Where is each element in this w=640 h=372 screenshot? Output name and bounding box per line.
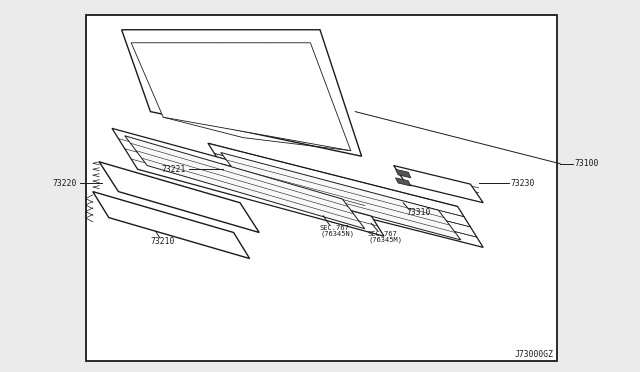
- Text: (76345M): (76345M): [368, 236, 402, 243]
- Polygon shape: [131, 43, 351, 151]
- Text: 73100: 73100: [574, 159, 598, 168]
- Text: 73230: 73230: [510, 179, 534, 188]
- Text: (76345N): (76345N): [320, 231, 354, 237]
- Polygon shape: [394, 166, 483, 203]
- Polygon shape: [396, 178, 411, 186]
- Text: 73220: 73220: [52, 179, 77, 188]
- Polygon shape: [93, 192, 250, 259]
- Polygon shape: [112, 128, 384, 236]
- Polygon shape: [396, 169, 411, 178]
- Polygon shape: [86, 15, 557, 361]
- Text: 73310: 73310: [406, 208, 431, 217]
- Text: 73210: 73210: [150, 237, 175, 246]
- Text: 73221: 73221: [161, 165, 186, 174]
- Polygon shape: [99, 162, 259, 232]
- Text: J73000GZ: J73000GZ: [515, 350, 554, 359]
- Polygon shape: [208, 143, 483, 247]
- Text: SEC.767: SEC.767: [368, 231, 397, 237]
- Polygon shape: [125, 136, 365, 229]
- Text: SEC.767: SEC.767: [320, 225, 349, 231]
- Polygon shape: [221, 153, 461, 240]
